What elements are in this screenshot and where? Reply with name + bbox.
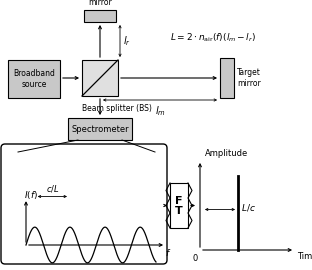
Text: Time: Time [297, 252, 312, 261]
Text: F: F [175, 195, 183, 205]
Text: $l_m$: $l_m$ [154, 104, 165, 118]
FancyBboxPatch shape [1, 144, 167, 264]
Bar [84, 10, 116, 22]
Text: Broadband
source: Broadband source [13, 69, 55, 89]
Text: Beam splitter (BS): Beam splitter (BS) [82, 104, 152, 113]
Text: Target
mirror: Target mirror [237, 68, 261, 88]
Text: T: T [175, 207, 183, 217]
Text: Spectrometer: Spectrometer [71, 124, 129, 133]
Bar [220, 58, 234, 98]
Bar [68, 118, 132, 140]
Bar [170, 183, 188, 228]
Text: $l_r$: $l_r$ [123, 34, 131, 48]
Text: 0: 0 [193, 254, 198, 263]
Text: Amplitude: Amplitude [205, 149, 248, 158]
Bar [8, 60, 60, 98]
Text: $f$: $f$ [165, 247, 171, 258]
Text: $c/L$: $c/L$ [46, 183, 59, 194]
Text: $L = 2 \cdot n_{\rm air}(f)(l_m - l_r)$: $L = 2 \cdot n_{\rm air}(f)(l_m - l_r)$ [170, 32, 256, 44]
Text: Reference
mirror: Reference mirror [81, 0, 119, 7]
Text: $I(f)$: $I(f)$ [24, 189, 38, 201]
Text: $L/c$: $L/c$ [241, 202, 256, 213]
Bar [82, 60, 118, 96]
